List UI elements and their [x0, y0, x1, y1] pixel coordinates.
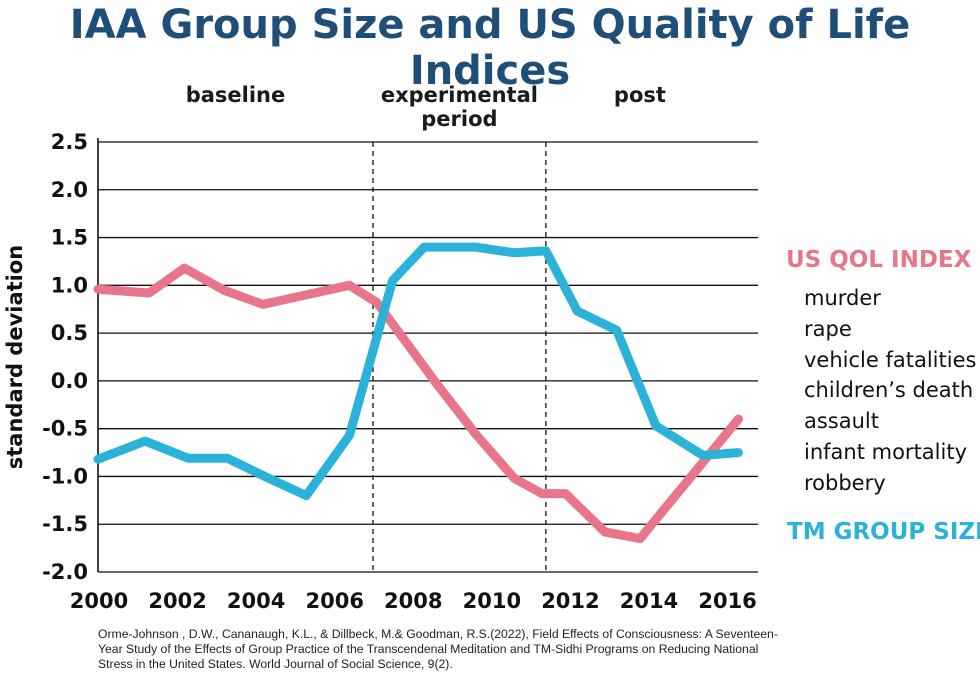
x-tick-label: 2008	[384, 589, 442, 613]
x-tick-label: 2016	[698, 589, 756, 613]
legend-qol-item: murder	[804, 286, 881, 310]
legend-qol-item: assault	[804, 409, 879, 434]
chart-title: IAA Group Size and US Quality of Life In…	[69, 2, 911, 94]
x-tick-label: 2000	[70, 589, 128, 613]
series-line-tm-group-size	[93, 242, 743, 501]
x-tick-label: 2014	[620, 589, 678, 613]
phase-label: baseline	[186, 83, 286, 107]
y-tick-label: 2.0	[51, 178, 88, 202]
phase-label: period	[421, 107, 497, 131]
y-tick-label: -1.0	[42, 464, 88, 488]
y-tick-label: 2.5	[51, 130, 88, 154]
legend-qol-item: children’s death	[804, 378, 974, 403]
y-tick-label: 1.5	[51, 226, 88, 250]
y-tick-label: -1.5	[42, 512, 88, 536]
y-axis-label: standard deviation	[3, 245, 27, 470]
legend-qol-item: infant mortality	[804, 439, 967, 464]
x-tick-label: 2006	[305, 589, 363, 613]
y-tick-label: -2.0	[42, 560, 88, 584]
y-tick-label: 0.5	[51, 321, 88, 345]
legend-qol-item: vehicle fatalities	[804, 347, 977, 372]
axis-ticks: 2.5 2.0 1.5 1.0 0.5 0.0 -0.5 -1.0 -1.5 -2.0 2000 20…	[42, 130, 757, 613]
y-tick-label: 1.0	[51, 273, 88, 297]
x-tick-label: 2010	[463, 589, 521, 613]
data-series	[93, 242, 743, 544]
gridlines	[97, 138, 758, 573]
phase-dividers	[372, 142, 547, 572]
legend-qol-items: murder rape vehicle fatalities children’s d…	[804, 284, 976, 500]
x-tick-label: 2004	[227, 589, 285, 613]
x-tick-label: 2012	[541, 589, 599, 613]
legend-qol-heading: US QOL INDEX	[786, 247, 972, 273]
x-tick-label: 2002	[148, 589, 206, 613]
phase-label: experimental	[381, 83, 538, 107]
y-tick-label: 0.0	[51, 369, 88, 393]
legend-tm-heading: TM GROUP SIZE	[787, 519, 980, 545]
citation: Orme-Johnson , D.W., Cananaugh, K.L., & …	[98, 627, 778, 671]
legend-qol-item: rape	[804, 316, 852, 341]
legend-qol-item: robbery	[804, 470, 886, 495]
y-tick-label: -0.5	[42, 417, 88, 441]
phase-label: post	[614, 83, 666, 107]
series-line-us-qol-index	[93, 263, 743, 544]
